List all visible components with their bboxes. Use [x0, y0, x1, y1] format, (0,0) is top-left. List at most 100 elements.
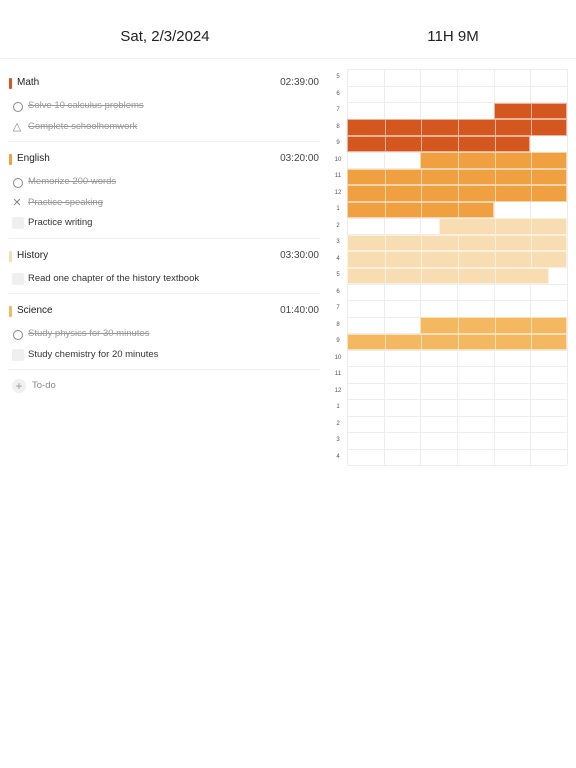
- block-divider: [384, 120, 386, 135]
- task-text: Solve 10 calculus problems: [28, 100, 144, 111]
- subject-name: History: [17, 249, 49, 261]
- header: Sat, 2/3/2024 11H 9M: [0, 0, 576, 59]
- hour-label: 2: [336, 222, 340, 229]
- task-text: Complete schoolhomwork: [28, 120, 138, 132]
- subject-name: English: [17, 153, 50, 164]
- subject-color-bar: [9, 154, 12, 165]
- block-divider: [494, 268, 496, 283]
- subject-header[interactable]: Science 01:40:00: [9, 302, 319, 320]
- x-icon[interactable]: ✕: [12, 196, 22, 209]
- triangle-icon[interactable]: △: [12, 120, 22, 133]
- subject-science: Science 01:40:00 Study physics for 30 minu…: [9, 294, 319, 370]
- hour-label: 12: [334, 387, 342, 394]
- block-divider: [384, 136, 386, 151]
- time-block-history[interactable]: [438, 218, 567, 235]
- block-divider: [421, 235, 423, 250]
- block-divider: [458, 120, 459, 135]
- time-block-history[interactable]: [347, 251, 567, 268]
- time-block-english[interactable]: [420, 152, 567, 169]
- block-divider: [457, 153, 459, 168]
- hour-label: 11: [334, 173, 342, 179]
- hour-label: 8: [336, 321, 340, 328]
- block-divider: [384, 252, 386, 267]
- task-item[interactable]: ✕ Practice speaking: [9, 193, 319, 214]
- hour-label: 3: [336, 437, 340, 443]
- block-divider: [458, 252, 459, 267]
- hour-label: 12: [334, 189, 342, 196]
- task-text: Study physics for 30 minutes: [28, 328, 150, 339]
- checkbox-icon[interactable]: [12, 348, 24, 361]
- block-divider: [384, 268, 386, 283]
- time-block-math[interactable]: [493, 102, 567, 119]
- task-text: Memorize 200 words: [28, 176, 117, 187]
- block-divider: [531, 334, 533, 349]
- hour-label: 9: [336, 140, 340, 146]
- add-todo-label: To-do: [32, 380, 56, 391]
- time-block-science[interactable]: [420, 317, 567, 334]
- checkbox-icon[interactable]: [12, 217, 24, 229]
- block-divider: [531, 318, 533, 333]
- time-block-math[interactable]: [347, 135, 531, 152]
- block-divider: [531, 235, 533, 250]
- block-divider: [384, 334, 386, 349]
- block-divider: [421, 136, 423, 151]
- block-divider: [494, 318, 496, 333]
- block-divider: [458, 136, 459, 151]
- task-item[interactable]: Practice writing: [9, 213, 319, 234]
- total-time-label: 11H 9M: [427, 28, 479, 45]
- block-divider: [531, 169, 533, 184]
- task-item[interactable]: Study chemistry for 20 minutes: [9, 345, 319, 366]
- block-divider: [458, 268, 459, 283]
- hour-label: 4: [336, 453, 340, 460]
- hour-label: 10: [334, 354, 342, 361]
- hour-label: 7: [336, 107, 340, 113]
- time-block-english[interactable]: [347, 168, 567, 185]
- circle-icon[interactable]: [13, 178, 23, 188]
- circle-icon[interactable]: [13, 330, 23, 340]
- block-divider: [494, 136, 496, 151]
- block-divider: [421, 169, 423, 184]
- add-todo-button[interactable]: + To-do: [12, 372, 330, 400]
- block-divider: [494, 235, 496, 250]
- time-block-history[interactable]: [347, 267, 549, 284]
- time-block-math[interactable]: [347, 119, 567, 136]
- block-divider: [494, 252, 496, 267]
- hour-label: 2: [336, 420, 340, 427]
- date-label[interactable]: Sat, 2/3/2024: [120, 28, 210, 45]
- subject-time: 03:30:00: [280, 249, 319, 261]
- checkbox-icon[interactable]: [12, 272, 24, 285]
- hour-label: 1: [336, 206, 340, 212]
- block-divider: [531, 186, 533, 201]
- task-item[interactable]: △ Complete schoolhomwork: [9, 117, 319, 138]
- block-divider: [494, 219, 496, 234]
- timeline-cells: [347, 69, 568, 466]
- task-item[interactable]: Solve 10 calculus problems: [9, 96, 319, 117]
- block-divider: [384, 235, 386, 250]
- time-block-english[interactable]: [347, 201, 494, 218]
- grid-line: [347, 465, 567, 466]
- hour-label: 6: [336, 288, 340, 295]
- subject-name: Science: [17, 305, 53, 316]
- subject-time: 01:40:00: [280, 305, 319, 316]
- block-divider: [458, 169, 459, 184]
- block-divider: [531, 120, 533, 135]
- block-divider: [421, 334, 423, 349]
- time-block-english[interactable]: [347, 185, 567, 202]
- block-divider: [531, 219, 533, 234]
- task-item[interactable]: Memorize 200 words: [9, 172, 319, 193]
- circle-icon[interactable]: [13, 102, 23, 112]
- block-divider: [494, 169, 496, 184]
- task-item[interactable]: Study physics for 30 minutes: [9, 324, 319, 345]
- task-item[interactable]: Read one chapter of the history textbook: [9, 269, 319, 290]
- subject-header[interactable]: Math 02:39:00: [9, 74, 319, 92]
- block-divider: [384, 202, 386, 217]
- block-divider: [458, 186, 459, 201]
- subject-color-bar: [9, 306, 12, 317]
- subject-header[interactable]: History 03:30:00: [9, 247, 319, 265]
- time-block-science[interactable]: [347, 333, 567, 350]
- hour-label: 11: [334, 371, 342, 377]
- hour-label: 7: [336, 305, 340, 311]
- time-block-history[interactable]: [347, 234, 567, 251]
- subject-name: Math: [17, 77, 40, 88]
- subject-header[interactable]: English 03:20:00: [9, 150, 319, 168]
